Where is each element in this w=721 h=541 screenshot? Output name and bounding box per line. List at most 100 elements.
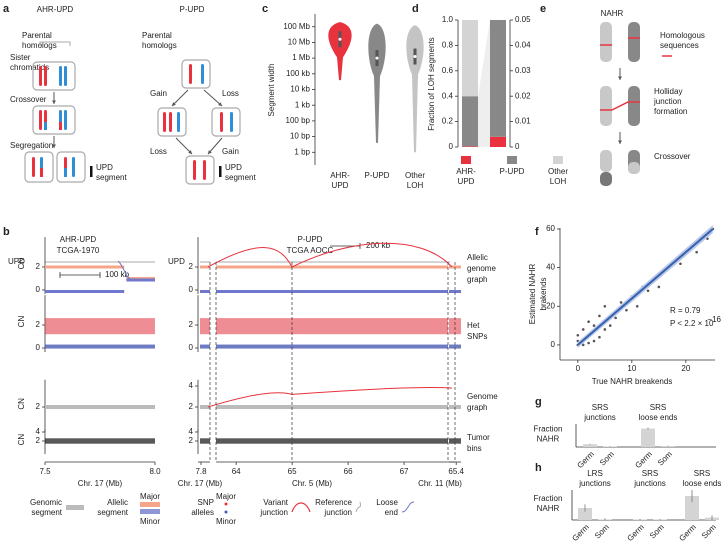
label: Minor (140, 517, 160, 526)
x-tick-label: LOH (407, 181, 424, 190)
panel-label: d (412, 3, 419, 15)
y-tick-label: 2 (36, 436, 41, 445)
y-axis-label: Fraction (534, 494, 563, 503)
x-tick-label: UPD (332, 181, 349, 190)
track-label: Tumor (467, 433, 490, 442)
x-tick-label: Som (700, 522, 718, 540)
point (614, 316, 617, 320)
legend-label: AHR- (456, 167, 476, 176)
x-tick-label: AHR- (330, 171, 350, 180)
y-tick-label: 0 (189, 285, 194, 294)
legend-swatch (507, 156, 517, 164)
fit-line (577, 228, 714, 346)
snp-cloud (200, 344, 210, 349)
legend-swatch (553, 156, 563, 164)
snp-cloud (216, 344, 448, 349)
label: Parental (142, 31, 172, 40)
point (576, 333, 580, 337)
bar (583, 444, 597, 447)
y-tick-label: 4 (36, 427, 41, 436)
cell (32, 61, 76, 91)
label: Genomic (30, 498, 62, 507)
label: Parental (22, 31, 52, 40)
x-tick-label: Other (405, 171, 425, 180)
label: Segregation (10, 141, 53, 150)
label: sequences (660, 41, 699, 50)
track-label: Allelic (467, 253, 488, 262)
chromosome (193, 160, 196, 180)
label: Variant (263, 498, 289, 507)
track-label: genome (467, 264, 496, 273)
bracket (39, 41, 71, 46)
arrow-head (208, 150, 212, 154)
chromosome (169, 112, 172, 132)
chromosome (628, 22, 640, 62)
junction (600, 101, 640, 111)
group-title: loose ends (639, 413, 678, 422)
y-tick-label: 60 (546, 224, 555, 233)
stat: P < 2.2 × 10 (670, 319, 714, 328)
label: Loose (376, 498, 398, 507)
bar (490, 136, 506, 147)
x-tick-label: Som (656, 449, 674, 467)
y-tick-label: 2 (189, 320, 194, 329)
legend-label: P-UPD (500, 167, 525, 176)
median (413, 55, 417, 59)
point (581, 343, 585, 347)
label: Gain (222, 147, 239, 156)
group-title: SRS (694, 469, 710, 478)
y-tick-label: 1.0 (442, 15, 454, 24)
snp-cloud (449, 344, 461, 349)
bin-cloud (200, 438, 210, 444)
panel-title: AHR-UPD (37, 5, 74, 14)
y-tick-label: 4 (189, 381, 194, 390)
label: 100 kb (105, 270, 130, 279)
label: SNP (198, 498, 214, 507)
point (635, 304, 639, 308)
label: UPD (8, 257, 25, 266)
y-tick-label: 1 bp (294, 147, 310, 156)
swap (44, 122, 47, 130)
arrow-head (52, 100, 56, 104)
label: UPD (96, 163, 113, 172)
point (598, 335, 601, 339)
cell (211, 107, 241, 137)
legend-swatch (140, 509, 160, 514)
chromosome (39, 66, 42, 86)
legend-swatch (224, 502, 228, 506)
bin-cloud (449, 438, 461, 444)
label: UPD (225, 163, 242, 172)
arrow-head (218, 102, 222, 106)
y2-tick-label: 0.04 (515, 41, 531, 50)
y-tick-label: 0.8 (442, 41, 454, 50)
label: NAHR (601, 9, 624, 18)
y-axis-label: CN (17, 258, 26, 270)
y-axis-label: Estimated NAHR (528, 264, 537, 325)
y-tick-label: 2 (36, 402, 41, 411)
arrow-head (618, 76, 622, 80)
bar (462, 20, 478, 97)
point (657, 285, 661, 289)
chromosome (220, 112, 223, 132)
x-tick-label: Germ (575, 449, 596, 470)
x-tick-label: Germ (677, 522, 698, 541)
point (598, 314, 601, 318)
y-tick-label: 100 kb (286, 69, 311, 78)
y-tick-label: 2 (189, 262, 194, 271)
zoom (478, 20, 490, 147)
point (619, 301, 623, 304)
y-tick-label: 40 (546, 263, 555, 272)
label: segment (96, 173, 127, 182)
group-title: SRS (592, 403, 608, 412)
stat: −16 (707, 315, 721, 324)
label: junction (259, 508, 288, 517)
y-tick-label: 2 (189, 402, 194, 411)
bar (685, 496, 699, 520)
y-tick-label: 0 (189, 343, 194, 352)
arrow (175, 137, 193, 155)
bar (490, 20, 506, 137)
legend-swatch (461, 156, 471, 164)
y-tick-label: 0 (36, 285, 41, 294)
x-tick-label: 66 (344, 467, 353, 476)
bar (641, 428, 655, 447)
